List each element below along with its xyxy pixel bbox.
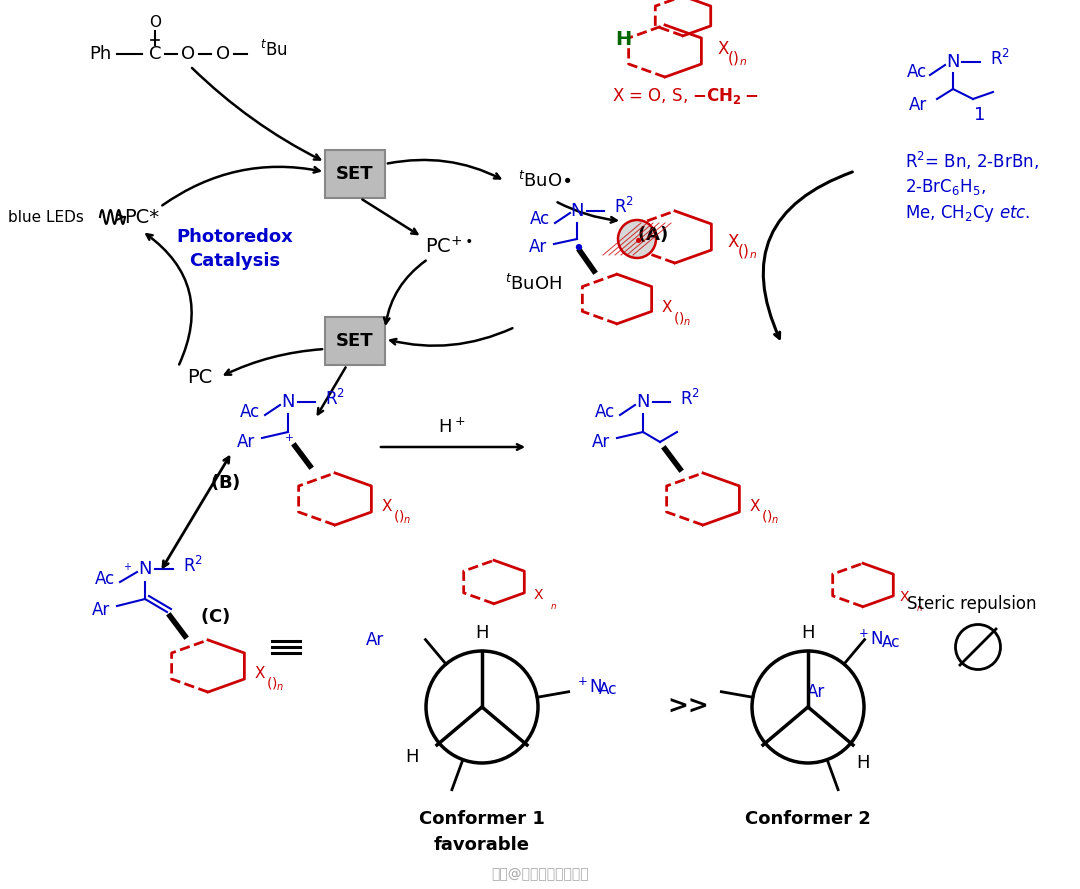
Text: Ac: Ac xyxy=(530,210,550,228)
Text: $\mathbf{(A)}$: $\mathbf{(A)}$ xyxy=(636,224,667,244)
Text: Ar: Ar xyxy=(807,683,825,701)
Text: R$^2$: R$^2$ xyxy=(680,389,700,409)
Text: Ar: Ar xyxy=(366,630,384,649)
Text: Photoredox
Catalysis: Photoredox Catalysis xyxy=(177,228,294,270)
Text: X: X xyxy=(382,499,392,514)
Text: $^+$: $^+$ xyxy=(282,434,294,448)
Text: $\mathit{(}$$\mathit{)}$$_n$: $\mathit{(}$$\mathit{)}$$_n$ xyxy=(673,310,691,328)
Text: Ar: Ar xyxy=(592,433,610,451)
Text: Ar: Ar xyxy=(237,433,255,451)
Text: H$^+$: H$^+$ xyxy=(438,417,465,436)
Text: O: O xyxy=(149,14,161,29)
Text: O: O xyxy=(216,45,230,63)
Text: $^+$: $^+$ xyxy=(121,562,133,576)
Text: Ph: Ph xyxy=(89,45,111,63)
Text: Ac: Ac xyxy=(882,635,901,650)
Text: X = O, S, $\mathbf{-CH_2-}$: X = O, S, $\mathbf{-CH_2-}$ xyxy=(612,86,759,106)
Text: R$^2$: R$^2$ xyxy=(990,49,1010,69)
FancyBboxPatch shape xyxy=(325,317,384,365)
Text: N: N xyxy=(636,393,650,411)
Text: Ar: Ar xyxy=(908,96,927,114)
Text: H: H xyxy=(615,29,631,49)
Text: $^t$BuOH: $^t$BuOH xyxy=(505,274,563,294)
Text: PC*: PC* xyxy=(124,207,160,227)
Text: H: H xyxy=(405,748,419,766)
Text: H: H xyxy=(475,624,489,642)
Text: 2-BrC$_6$H$_5$,: 2-BrC$_6$H$_5$, xyxy=(905,177,986,197)
Text: >>: >> xyxy=(667,695,708,719)
Text: H: H xyxy=(801,624,814,642)
Text: PC$^{+\bullet}$: PC$^{+\bullet}$ xyxy=(426,236,473,258)
Text: $^+$N: $^+$N xyxy=(576,677,603,697)
Text: R$^2$: R$^2$ xyxy=(183,556,203,576)
Text: X: X xyxy=(750,499,760,514)
Text: Ac: Ac xyxy=(907,63,927,81)
Text: Conformer 2: Conformer 2 xyxy=(745,810,870,828)
Text: $\mathit{(}$$\mathit{)}$$_n$: $\mathit{(}$$\mathit{)}$$_n$ xyxy=(727,50,747,68)
Text: $\bullet$: $\bullet$ xyxy=(571,237,583,257)
Text: X: X xyxy=(534,588,543,602)
Text: $_n$: $_n$ xyxy=(916,600,923,613)
Text: Ar: Ar xyxy=(92,601,110,619)
Text: SET: SET xyxy=(336,165,374,183)
Text: $^+$N: $^+$N xyxy=(856,629,883,649)
Text: Ar: Ar xyxy=(529,238,546,256)
Text: $\bullet$: $\bullet$ xyxy=(632,230,643,248)
Text: Me, CH$_2$Cy $\it{etc.}$: Me, CH$_2$Cy $\it{etc.}$ xyxy=(905,203,1030,223)
Text: X: X xyxy=(255,667,266,682)
Text: N: N xyxy=(138,560,152,578)
Text: Steric repulsion: Steric repulsion xyxy=(907,595,1037,613)
Text: $\mathbf{(C)}$: $\mathbf{(C)}$ xyxy=(200,606,230,626)
Text: N: N xyxy=(570,202,584,220)
Text: blue LEDs: blue LEDs xyxy=(8,210,84,225)
Text: Ac: Ac xyxy=(95,570,114,588)
Text: Ac: Ac xyxy=(599,682,618,697)
Text: O: O xyxy=(181,45,195,63)
Text: SET: SET xyxy=(336,332,374,350)
Text: $_n$: $_n$ xyxy=(550,598,557,612)
Text: $^t$BuO$\bullet$: $^t$BuO$\bullet$ xyxy=(518,171,571,191)
Text: X: X xyxy=(900,590,909,604)
Text: H: H xyxy=(856,754,869,772)
Text: X: X xyxy=(727,233,739,251)
Text: $\mathit{(}$$\mathit{)}$$_n$: $\mathit{(}$$\mathit{)}$$_n$ xyxy=(266,676,284,693)
Text: $\mathit{(}$$\mathit{)}$$_n$: $\mathit{(}$$\mathit{)}$$_n$ xyxy=(737,243,757,261)
Circle shape xyxy=(618,220,656,258)
Text: R$^2$= Bn, 2-BrBn,: R$^2$= Bn, 2-BrBn, xyxy=(905,150,1039,172)
Text: N: N xyxy=(281,393,295,411)
Text: X: X xyxy=(717,40,728,58)
Text: N: N xyxy=(946,53,960,71)
Text: R$^2$: R$^2$ xyxy=(325,389,345,409)
Text: 知乎@化学领域前沿文献: 知乎@化学领域前沿文献 xyxy=(491,867,589,881)
Text: $\mathbf{(B)}$: $\mathbf{(B)}$ xyxy=(210,472,241,492)
Text: Conformer 1: Conformer 1 xyxy=(419,810,545,828)
Text: 1: 1 xyxy=(974,106,986,124)
Text: C: C xyxy=(149,45,161,63)
Text: R$^2$: R$^2$ xyxy=(615,197,634,217)
Text: Ac: Ac xyxy=(595,403,615,421)
Text: X: X xyxy=(662,300,673,315)
Text: favorable: favorable xyxy=(434,836,530,854)
Text: $\mathit{(}$$\mathit{)}$$_n$: $\mathit{(}$$\mathit{)}$$_n$ xyxy=(393,509,411,525)
Text: Ac: Ac xyxy=(240,403,260,421)
FancyBboxPatch shape xyxy=(325,150,384,198)
Text: $\mathit{(}$$\mathit{)}$$_n$: $\mathit{(}$$\mathit{)}$$_n$ xyxy=(760,509,780,525)
Text: $^t$Bu: $^t$Bu xyxy=(260,40,287,60)
Text: PC: PC xyxy=(187,367,213,387)
